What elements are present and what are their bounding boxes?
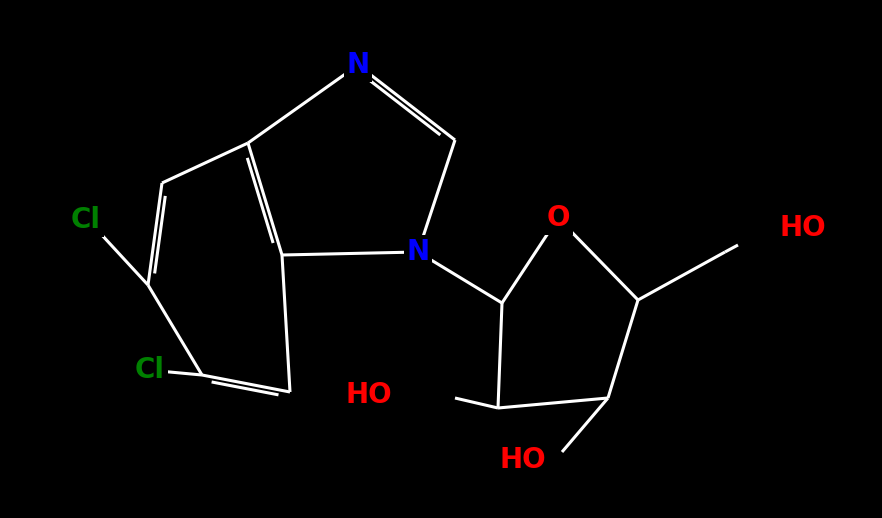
Text: O: O — [546, 204, 570, 232]
Text: N: N — [347, 51, 370, 79]
Text: N: N — [407, 238, 430, 266]
Text: HO: HO — [500, 446, 546, 474]
Text: HO: HO — [780, 214, 826, 242]
Text: HO: HO — [346, 381, 392, 409]
Text: Cl: Cl — [71, 206, 101, 234]
Text: Cl: Cl — [135, 356, 165, 384]
